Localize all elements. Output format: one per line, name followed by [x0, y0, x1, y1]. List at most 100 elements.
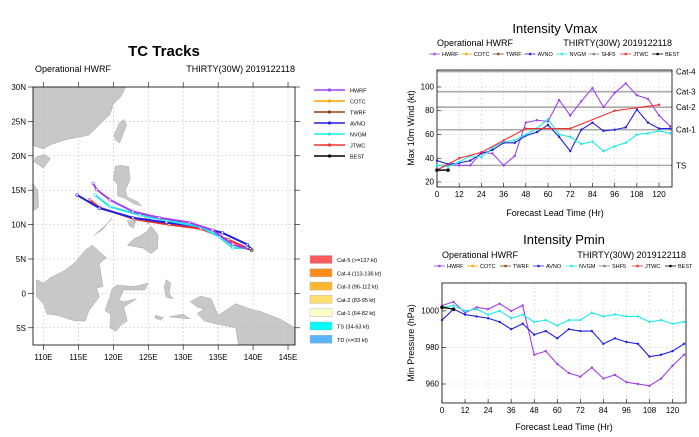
landmass: [33, 182, 39, 212]
legend-label-nvgm: NVGM: [579, 264, 596, 270]
track-point-hwrf: [231, 242, 235, 247]
landmass: [155, 315, 165, 321]
legend-marker-hwrf: [433, 52, 436, 56]
data-point-hwrf: [624, 82, 627, 85]
data-point-avno: [513, 141, 516, 145]
data-point-hwrf: [491, 152, 494, 155]
data-point-hwrf: [602, 377, 605, 380]
legend-label-twrf: TWRF: [513, 264, 530, 270]
data-point-avno: [591, 121, 594, 124]
series-line-nvgm: [441, 304, 685, 327]
track-point-nvgm: [231, 246, 235, 250]
data-point-nvgm: [446, 165, 450, 168]
category-label: TD (<=33 kt): [337, 338, 368, 344]
data-point-nvgm: [521, 313, 524, 316]
track-point-hwrf: [210, 228, 215, 232]
x-tick-label: 108: [643, 406, 657, 415]
data-point-hwrf: [556, 362, 559, 366]
pmin-xlabel: Forecast Lead Time (Hr): [515, 422, 613, 432]
data-point-nvgm: [544, 318, 547, 322]
x-tick-label: 115E: [69, 353, 87, 362]
data-point-hwrf: [498, 302, 501, 305]
x-tick-label: 48: [521, 190, 530, 199]
landmass: [33, 87, 127, 150]
data-point-nvgm: [579, 318, 582, 322]
legend-marker-avno: [537, 264, 540, 268]
y-tick-label: 0: [22, 289, 27, 298]
legend-label-best: BEST: [665, 52, 680, 58]
data-point-nvgm: [591, 140, 594, 143]
legend-label-avno: AVNO: [546, 264, 562, 270]
series-line-avno: [436, 108, 671, 165]
x-tick-label: 96: [610, 190, 619, 199]
category-label: TS (34-63 kt): [337, 325, 369, 331]
data-point-nvgm: [636, 315, 640, 318]
pmin-chart: Intensity Pmin Operational HWRF THIRTY(3…: [406, 232, 693, 432]
x-tick-label: 108: [630, 190, 644, 199]
data-point-avno: [544, 329, 547, 333]
vmax-title: Intensity Vmax: [512, 21, 598, 36]
data-point-nvgm: [533, 320, 536, 324]
vmax-chart: Intensity Vmax Operational HWRF THIRTY(3…: [406, 21, 696, 218]
data-point-avno: [590, 329, 594, 333]
track-point-avno: [245, 242, 250, 247]
x-tick-label: 84: [588, 190, 597, 199]
legend-marker-shf5: [592, 52, 596, 56]
legend-marker-twrf: [496, 52, 500, 56]
pmin-left-label: Operational HWRF: [442, 250, 519, 260]
x-tick-label: 84: [599, 406, 608, 415]
data-point-nvgm: [569, 135, 572, 139]
data-point-nvgm: [602, 149, 605, 153]
data-point-best: [440, 305, 444, 310]
threshold-label: TS: [676, 161, 686, 170]
track-point-nvgm: [93, 193, 97, 197]
data-point-nvgm: [613, 145, 616, 148]
x-tick-label: 125E: [139, 353, 158, 362]
data-point-nvgm: [546, 117, 550, 121]
data-point-nvgm: [613, 313, 617, 316]
series-line-hwrf: [436, 82, 671, 171]
legend-marker-avno: [528, 52, 532, 56]
threshold-label: Cat-2: [676, 103, 696, 112]
x-tick-label: 135E: [209, 353, 228, 362]
data-point-avno: [546, 123, 550, 127]
data-point-avno: [569, 149, 572, 153]
data-point-hwrf: [648, 384, 651, 388]
data-point-nvgm: [513, 139, 516, 142]
legend-label-nvgm: NVGM: [350, 133, 367, 139]
landmass: [36, 244, 107, 322]
data-point-nvgm: [659, 318, 663, 322]
plot-frame: [436, 69, 673, 188]
category-label: Cat-5 (>=137 kt): [337, 258, 377, 264]
vmax-right-label: THIRTY(30W) 2019122118: [563, 38, 672, 48]
y-tick-label: 10N: [11, 221, 26, 230]
data-point-nvgm: [435, 164, 439, 167]
data-point-avno: [602, 342, 605, 346]
data-point-avno: [521, 322, 524, 325]
y-tick-label: 1000: [421, 306, 439, 315]
track-nvgm: [94, 194, 248, 249]
data-point-nvgm: [524, 133, 528, 136]
category-swatch: [309, 308, 333, 317]
x-tick-label: 0: [440, 406, 445, 415]
data-point-hwrf: [463, 311, 467, 314]
threshold-label: Cat-4: [676, 68, 696, 77]
data-point-avno: [635, 108, 639, 111]
track-point-hwrf: [91, 181, 95, 185]
x-tick-label: 60: [553, 406, 562, 415]
data-point-nvgm: [463, 309, 467, 313]
track-point-hwrf: [157, 216, 162, 220]
data-point-hwrf: [524, 121, 528, 124]
legend-marker-best: [656, 52, 659, 56]
legend-marker-cotc: [327, 99, 332, 103]
track-avno: [76, 194, 253, 251]
legend-marker-cotc: [465, 52, 468, 56]
data-point-nvgm: [452, 304, 455, 307]
landmass: [113, 119, 127, 144]
landmass: [93, 217, 113, 236]
data-point-nvgm: [657, 129, 661, 133]
data-point-jtwc: [502, 139, 505, 142]
threshold-label: Cat-1: [676, 126, 696, 135]
legend-label-avno: AVNO: [538, 52, 554, 58]
series-line-best: [441, 306, 454, 310]
